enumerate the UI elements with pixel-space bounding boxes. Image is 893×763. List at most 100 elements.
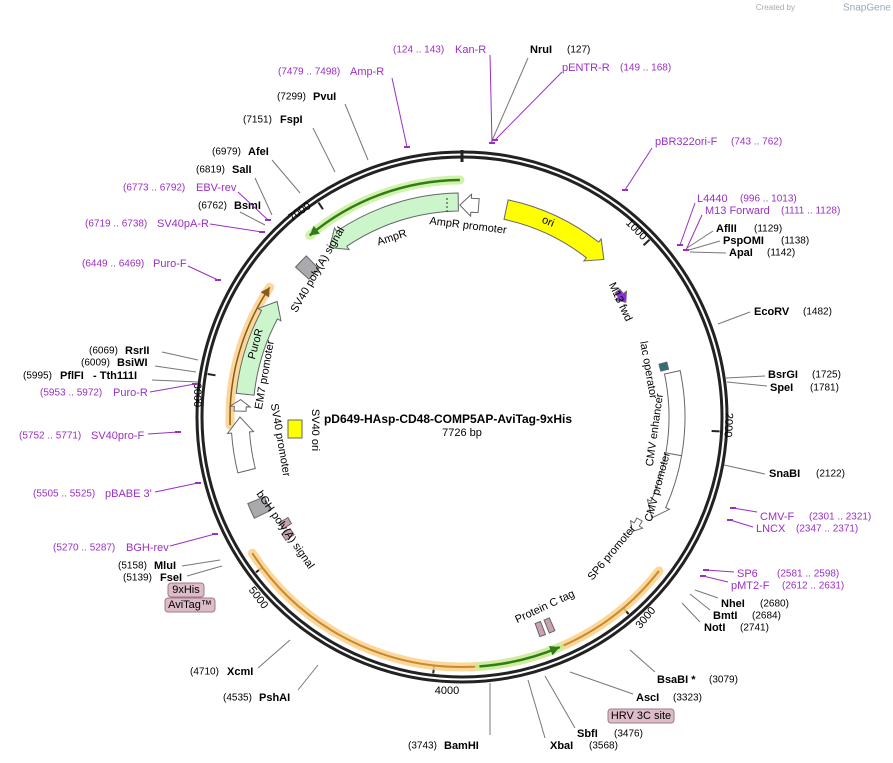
primer-range: (7479 .. 7498) xyxy=(278,67,340,78)
enzyme-position: (6762) xyxy=(198,201,227,212)
enzyme-position: (6819) xyxy=(196,165,225,176)
enzyme-position: (6979) xyxy=(212,147,241,158)
enzyme-position: (1138) xyxy=(781,236,809,247)
enzyme-leader xyxy=(312,127,336,173)
m13-fwd-shape xyxy=(614,288,628,303)
enzyme-leader xyxy=(629,649,656,673)
enzyme-position: (2684) xyxy=(752,611,781,622)
ampr-promoter-shape xyxy=(459,193,480,218)
cds-strand xyxy=(251,552,660,669)
enzyme-name: XbaI xyxy=(550,740,573,752)
enzyme-name: BsmI xyxy=(234,200,261,212)
enzyme-leader xyxy=(726,381,768,387)
enzyme-position: (6069) xyxy=(89,346,118,357)
ruler-label: 6000 xyxy=(191,383,203,407)
enzyme-leader xyxy=(723,464,766,475)
puro-strand-head xyxy=(260,287,270,298)
enzyme-name: - Tth111I xyxy=(93,370,137,382)
enzyme-name: SnaBI xyxy=(769,468,800,480)
feature-label: SV40 promoter xyxy=(268,403,293,478)
credit-brand: SnapGene xyxy=(843,3,891,14)
enzyme-name: PshAI xyxy=(259,692,290,704)
enzyme-leader xyxy=(161,351,199,361)
enzyme-position: (2741) xyxy=(740,623,769,634)
enzyme-position: (3079) xyxy=(709,675,738,686)
enzyme-name: XcmI xyxy=(227,666,253,678)
feature-label: M13 fwd xyxy=(606,281,634,324)
ampr-strand xyxy=(308,178,460,237)
tag-label: 9xHis xyxy=(172,584,200,596)
enzyme-position: (127) xyxy=(567,45,590,56)
primer-leader xyxy=(209,223,263,233)
ori-shape xyxy=(503,199,605,262)
primer-leader xyxy=(685,214,703,251)
sv40-promoter-shape xyxy=(226,416,256,474)
primer-leader xyxy=(732,507,758,513)
feature-label: AmpR xyxy=(376,227,409,248)
ampr-strand-head xyxy=(309,225,320,236)
enzyme-name: FseI xyxy=(160,572,182,584)
primer-name: SP6 xyxy=(737,568,758,580)
enzyme-name: FspI xyxy=(280,114,303,126)
primer-leader xyxy=(187,265,219,281)
tag-box xyxy=(607,708,675,724)
enzyme-name: BmtI xyxy=(713,610,737,622)
enzyme-leader xyxy=(725,375,766,379)
enzyme-leader xyxy=(239,211,266,226)
enzyme-leader xyxy=(151,379,199,383)
enzyme-leader xyxy=(686,230,714,249)
enzyme-name: PvuI xyxy=(313,91,336,103)
primer-leader xyxy=(679,202,696,246)
primer-name: pENTR-R xyxy=(562,62,610,74)
enzyme-leader xyxy=(717,311,751,325)
primer-range: (1111 .. 1128) xyxy=(781,206,840,217)
primer-name: BGH-rev xyxy=(126,542,169,554)
enzyme-name: RsrII xyxy=(125,345,149,357)
enzyme-name: EcoRV xyxy=(754,306,790,318)
enzyme-position: (1781) xyxy=(810,383,839,394)
enzyme-position: (3476) xyxy=(614,729,643,740)
primer-range: (6719 .. 6738) xyxy=(85,219,147,230)
bgh-shape xyxy=(247,496,272,519)
ampr-shape xyxy=(329,192,459,251)
plasmid-name: pD649-HAsp-CD48-COMP5AP-AviTag-9xHis xyxy=(324,412,572,426)
primer-name: SV40pro-F xyxy=(91,430,144,442)
protein-c-shape-2 xyxy=(534,620,547,638)
enzyme-name: BsrGI xyxy=(768,369,798,381)
enzyme-name: BsaBI * xyxy=(657,674,696,686)
primer-leader xyxy=(149,383,196,393)
feature-label: ori xyxy=(540,214,556,230)
enzyme-position: (2680) xyxy=(760,599,789,610)
primer-leader xyxy=(147,431,179,435)
primer-name: CMV-F xyxy=(760,511,795,523)
ruler-label: 4000 xyxy=(435,685,459,697)
primer-range: (2612 .. 2631) xyxy=(782,581,844,592)
primer-name: pBR322ori-F xyxy=(655,136,718,148)
primer-range: (743 .. 762) xyxy=(731,137,782,148)
primer-leader xyxy=(705,569,735,573)
enzyme-position: (5995) xyxy=(23,371,52,382)
enzyme-leader xyxy=(257,639,291,669)
enzyme-name: SpeI xyxy=(770,382,793,394)
feature-label: SP6 promoter xyxy=(586,523,639,583)
primer-name: pBABE 3' xyxy=(105,488,152,500)
green-strand-head xyxy=(549,646,560,656)
cmv-promoter-shape xyxy=(646,452,683,519)
enzyme-name: BamHI xyxy=(444,740,479,752)
enzyme-position: (7151) xyxy=(243,115,272,126)
enzyme-name: SbfI xyxy=(577,728,598,740)
primer-leader xyxy=(624,147,653,191)
enzyme-leader xyxy=(681,602,701,623)
primer-range: (2301 .. 2321) xyxy=(809,512,871,523)
primer-leader xyxy=(494,71,563,141)
enzyme-name: MluI xyxy=(154,560,176,572)
primer-range: (124 .. 143) xyxy=(393,45,444,56)
tag-shape-2 xyxy=(278,516,293,530)
tag-label: HRV 3C site xyxy=(611,710,671,722)
cmv-enhancer-shape xyxy=(663,370,686,457)
enzyme-name: AscI xyxy=(636,692,659,704)
puro-strand xyxy=(229,286,271,426)
primer-range: (5505 .. 5525) xyxy=(33,489,95,500)
enzyme-name: NotI xyxy=(704,622,725,634)
enzyme-leader xyxy=(181,559,221,567)
